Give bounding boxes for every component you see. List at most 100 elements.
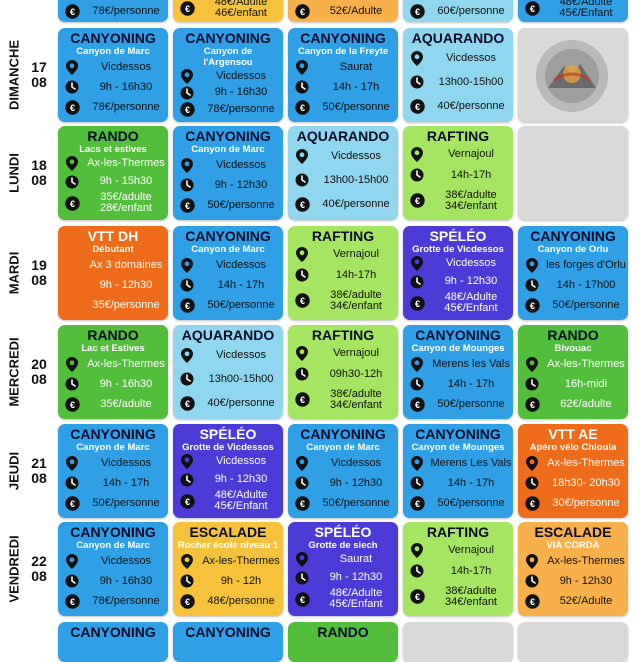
detail-line: €48€/Adulte 45€/Enfant [524,0,628,20]
activity-title: ESCALADE [189,524,267,540]
activity-card-partial[interactable]: €52€/Adulte [288,0,398,22]
activity-card[interactable]: CANYONING Canyon de l'Argensou Vicdessos 9h … [173,28,283,122]
day-row: DIMANCHE 17 08 CANYONING Canyon de Marc Vicde… [0,28,640,122]
activity-title: CANYONING [300,30,386,46]
guides-logo [534,38,610,114]
activity-card-partial[interactable]: €60€/personne [403,0,513,22]
activity-card[interactable]: CANYONING Canyon de Marc Vicdessos 14h - 17… [173,226,283,320]
day-name: MARDI [6,251,22,295]
detail-line: €48€/personne [179,592,283,612]
activity-card-partial[interactable]: CANYONING [173,622,283,662]
location-icon [294,246,310,262]
activity-card[interactable]: CANYONING Canyon de Mounges Merens Les Val… [403,424,513,518]
activity-card[interactable]: RAFTING Vernajoul 14h-17h €38€/adulte 34€/en… [288,226,398,320]
activity-card-partial[interactable]: CANYONING [58,622,168,662]
detail-line: 9h - 16h30 [64,571,168,591]
price-icon: € [409,295,425,311]
activity-card-partial[interactable] [403,622,513,662]
activity-card-partial[interactable]: €48€/Adulte 45€/Enfant [518,0,628,22]
clock-icon [524,475,540,491]
activity-card[interactable]: CANYONING Canyon de Marc Vicdessos 14h - 17… [58,424,168,518]
activity-card-partial[interactable]: RANDO [288,622,398,662]
price-adult: 48€/Adulte [559,0,613,8]
activity-card[interactable]: SPÉLÉO Grotte de Vicdessos Vicdessos 9h - 1… [173,424,283,518]
detail-text: 9h - 12h30 [444,275,498,287]
activity-card[interactable]: RANDO Lacs et estives Ax-les-Thermes 9h - 1… [58,126,168,220]
detail-text: Vicdessos [216,69,266,82]
activity-card[interactable]: RANDO Bivouac Ax-les-Thermes 16h-midi €62€/a… [518,325,628,419]
detail-line: 16h-midi [524,374,628,394]
month-number: 08 [31,371,47,387]
activity-card[interactable]: RAFTING Vernajoul 09h30-12h €38€/adulte 34€/… [288,325,398,419]
price-icon: € [64,195,80,211]
location-icon [64,59,80,75]
activity-card[interactable]: CANYONING Canyon de Marc Vicdessos 9h - 16h… [58,28,168,122]
detail-line: €38€/adulte 34€/enfant [294,286,398,316]
price-icon: € [294,196,310,212]
detail-line: 9h - 12h30 [179,175,283,195]
price-icon: € [409,193,425,209]
activity-card[interactable]: RAFTING Vernajoul 14h-17h €38€/adulte 34€/en… [403,126,513,220]
svg-text:€: € [529,400,534,410]
activity-title: RAFTING [426,128,490,144]
detail-line: €78€/personne [64,592,168,612]
activity-card[interactable]: VTT AE Apéro vélo Chioula Ax-les-Thermes 18… [518,424,628,518]
detail-text: 9h - 15h30 [99,175,153,187]
detail-line: 18h30- 20h30 [524,473,628,493]
price-adult: 48€/Adulte [444,291,498,304]
activity-card[interactable]: CANYONING Canyon de Marc Vicdessos 9h - 12h… [288,424,398,518]
activity-card[interactable]: VTT DH Débutant Ax 3 domaines 9h - 12h30 35€… [58,226,168,320]
clock-icon [64,79,80,95]
detail-line: €78€/personne [179,101,283,118]
price-values: 38€/adulte 34€/enfant [429,585,513,608]
price-icon: € [294,496,310,512]
detail-text: 13h00-15h00 [438,75,504,88]
blank-icon [64,257,80,273]
detail-text: 35€/adulte [100,398,152,411]
detail-line: Vicdessos [179,255,283,275]
activity-card-partial[interactable] [518,622,628,662]
price-icon: € [409,3,425,19]
activity-card[interactable]: RAFTING Vernajoul 14h-17h €38€/adulte 34€/en… [403,522,513,616]
activity-card-partial[interactable]: €78€/personne [58,0,168,22]
price-adult: 38€/adulte [445,188,497,201]
day-label: LUNDI 18 08 [0,126,56,220]
detail-line: €35€/adulte [64,395,168,415]
activity-card[interactable]: CANYONING Canyon de Marc Vicdessos 9h - 12h… [173,126,283,220]
detail-text: Merens les Vals [432,357,510,370]
day-number: 17 [31,59,47,75]
detail-line: Vicdessos [179,155,283,175]
activity-title: RAFTING [311,327,375,343]
activity-card[interactable]: CANYONING Canyon de Mounges Merens les Val… [403,325,513,419]
detail-text: Vicdessos [446,257,496,270]
activity-card-partial[interactable]: €48€/Adulte 46€/enfant [173,0,283,22]
activity-card[interactable]: CANYONING Canyon de Marc Vicdessos 9h - 16h… [58,522,168,616]
day-name: VENDREDI [6,535,22,603]
detail-line: €35€/adulte 28€/enfant [64,190,168,216]
activity-card[interactable]: AQUARANDO Vicdessos 13h00-15h00 €40€/person… [173,325,283,419]
activity-card[interactable]: AQUARANDO Vicdessos 13h00-15h00 €40€/person… [288,126,398,220]
detail-text: 9h - 12h30 [559,574,613,587]
activity-card[interactable]: CANYONING Canyon de la Freyte Saurat 14h - … [288,28,398,122]
price-child: 45€/Enfant [559,7,613,19]
detail-line: Merens Les Vals [409,453,513,473]
detail-line: Vicdessos [64,551,168,571]
detail-text: Ax-les-Thermes [202,554,280,567]
price-icon: € [524,0,540,16]
activity-card[interactable]: CANYONING Canyon de Orlu les forges d'Orlu… [518,226,628,320]
location-icon [179,157,195,173]
clock-icon [409,475,425,491]
activity-card[interactable]: SPÉLÉO Grotte de Vicdessos Vicdessos 9h - 1… [403,226,513,320]
detail-line: €50€/personne [294,494,398,514]
activity-card[interactable]: ESCALADE Rocher école niveau 1 Ax-les-Ther… [173,522,283,616]
activity-card[interactable]: SPÉLÉO Grotte de siech Saurat 9h - 12h30 €48… [288,522,398,616]
detail-text: 50€/personne [437,497,505,510]
detail-text: 9h - 16h30 [99,377,153,390]
activity-title: CANYONING [70,426,156,442]
activity-card[interactable]: ESCALADE VIA CORDA Ax-les-Thermes 9h - 12h3… [518,522,628,616]
location-icon [409,50,425,66]
detail-text: 9h - 12h30 [214,473,268,485]
detail-line: €50€/personne [294,98,398,118]
activity-card[interactable]: AQUARANDO Vicdessos 13h00-15h00 €40€/person… [403,28,513,122]
activity-card[interactable]: RANDO Lac et Estives Ax-les-Thermes 9h - 16… [58,325,168,419]
